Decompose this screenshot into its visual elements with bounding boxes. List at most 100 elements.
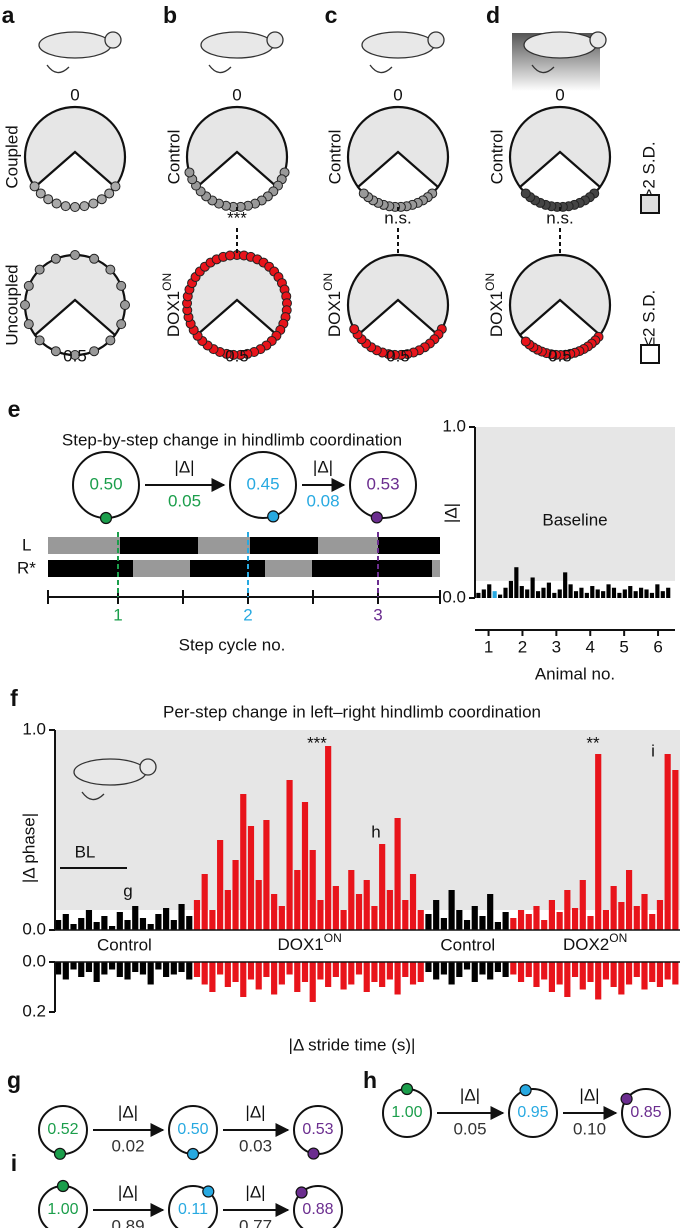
y-tick-label: 0.0 [22, 919, 46, 938]
bar [552, 592, 557, 598]
bar [563, 572, 568, 598]
phase-dot [105, 335, 116, 346]
bar [178, 962, 185, 972]
bar [611, 587, 617, 598]
bar [579, 587, 584, 598]
bar [417, 910, 424, 930]
bar [409, 874, 417, 930]
bar [109, 926, 116, 930]
row-label-base: DOX1 [487, 291, 506, 337]
bar [556, 912, 563, 930]
annotation: h [371, 822, 380, 841]
annotation: *** [307, 733, 327, 752]
step-tick-label: 2 [243, 605, 252, 624]
chain-value: 0.53 [302, 1121, 333, 1138]
bar [579, 962, 586, 990]
bar [456, 910, 463, 930]
x-tick-label: 6 [653, 637, 662, 656]
bar [209, 962, 216, 992]
phase-half-label: 0.5 [63, 346, 87, 365]
mouse-body [38, 31, 112, 59]
bar [178, 904, 185, 930]
annotation: i [651, 741, 655, 760]
segment-label: DOX1ON [277, 931, 341, 954]
phase-dot [225, 250, 236, 261]
row-label-sup: ON [160, 273, 174, 291]
legend-label: ≤2 S.D. [639, 290, 658, 347]
delta-symbol: |Δ| [118, 1182, 138, 1201]
stance-bar [265, 560, 312, 577]
bar [541, 587, 546, 598]
chain-value: 0.52 [47, 1121, 78, 1138]
phase-wedge [33, 298, 117, 357]
panel-letter: a [2, 2, 15, 28]
chain-delta: 0.77 [239, 1216, 272, 1228]
bar [492, 591, 497, 598]
x-tick-label: 4 [586, 637, 595, 656]
delta-symbol: |Δ| [313, 457, 333, 476]
phase-dot [70, 350, 80, 360]
bar [386, 890, 393, 930]
bar [371, 906, 378, 930]
bar [587, 962, 594, 982]
bar [355, 962, 363, 975]
bar [587, 916, 594, 930]
chain-value: 1.00 [391, 1104, 422, 1121]
y-axis-label: |Δ| [441, 503, 460, 523]
bar [55, 920, 62, 930]
stance-bar [378, 537, 440, 554]
bar [433, 900, 440, 930]
bar [348, 870, 355, 930]
bar [628, 586, 633, 598]
step-tick-label: 3 [373, 605, 382, 624]
phase-dot [29, 181, 40, 192]
bar [440, 962, 447, 975]
phase-dot [50, 253, 61, 264]
bar [325, 962, 332, 987]
bar [649, 962, 656, 982]
phase-dot [51, 198, 62, 209]
bar [78, 918, 85, 930]
phase-dot [520, 336, 531, 347]
bar [139, 918, 147, 930]
bar [193, 962, 201, 977]
bar [503, 587, 508, 598]
panel-letter: b [163, 2, 177, 28]
bar [278, 906, 285, 930]
phase-dot [358, 188, 369, 199]
delta-symbol: |Δ| [118, 1102, 138, 1121]
bar [186, 916, 193, 930]
bar [163, 962, 170, 977]
bar [660, 591, 665, 598]
bar [664, 754, 671, 930]
bar [201, 962, 208, 985]
bar [541, 962, 548, 980]
chain-circle [229, 451, 297, 519]
bar [309, 962, 316, 1002]
x-tick-label: 1 [484, 637, 493, 656]
panel-letter: i [11, 1150, 17, 1176]
bar [479, 962, 486, 975]
row-label: DOX1ON [321, 273, 344, 337]
bar [394, 818, 401, 930]
row-label: Control [325, 130, 344, 185]
x-tick-label: 2 [518, 637, 527, 656]
phase-zero-label: 0 [232, 85, 241, 104]
panel-letter: d [486, 2, 500, 28]
bar [514, 567, 519, 598]
bar [255, 880, 262, 930]
bar [301, 962, 309, 982]
mouse-body [523, 31, 597, 59]
panel-letter: f [10, 685, 18, 711]
bar [595, 754, 602, 930]
bar [641, 962, 648, 990]
bar [664, 962, 671, 980]
bar [371, 962, 378, 982]
chain-circle [349, 451, 417, 519]
bar [363, 880, 370, 930]
bar [85, 962, 93, 972]
phase-dot [23, 280, 34, 291]
bar [263, 820, 270, 930]
bar [294, 962, 301, 992]
